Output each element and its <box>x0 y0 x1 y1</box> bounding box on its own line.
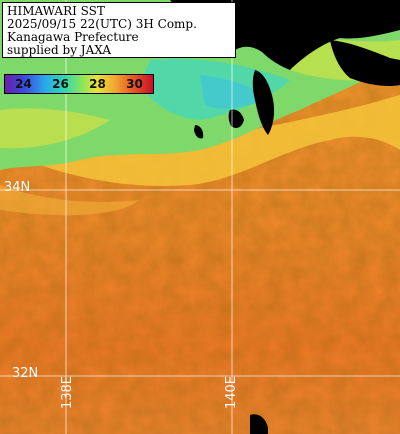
warm-patch <box>0 185 140 216</box>
title-line-credit: supplied by JAXA <box>7 43 112 57</box>
land-boso <box>330 40 400 87</box>
title-line-region: Kanagawa Prefecture <box>7 30 139 44</box>
title-line-product: HIMAWARI SST <box>7 4 105 18</box>
title-line-datetime: 2025/09/15 22(UTC) 3H Comp. <box>7 17 197 31</box>
legend-tick: 30 <box>126 77 143 91</box>
land-izu-oshima <box>228 109 244 128</box>
lon-label-138e: 138E <box>60 376 75 410</box>
land-peninsula <box>252 70 275 135</box>
cyan-water-2 <box>200 75 270 109</box>
yellow-green-patch-2 <box>0 108 110 149</box>
legend-tick: 24 <box>15 77 32 91</box>
sst-color-legend: 24 26 28 30 <box>4 74 154 94</box>
legend-tick: 28 <box>89 77 106 91</box>
land-island-south <box>250 414 268 434</box>
land-izu-tip <box>194 125 204 139</box>
lon-label-140e: 140E <box>224 376 239 410</box>
title-box: HIMAWARI SST 2025/09/15 22(UTC) 3H Comp.… <box>2 2 236 58</box>
lat-label-32n: 32N <box>12 366 39 381</box>
lat-label-34n: 34N <box>4 180 31 195</box>
legend-tick: 26 <box>52 77 69 91</box>
